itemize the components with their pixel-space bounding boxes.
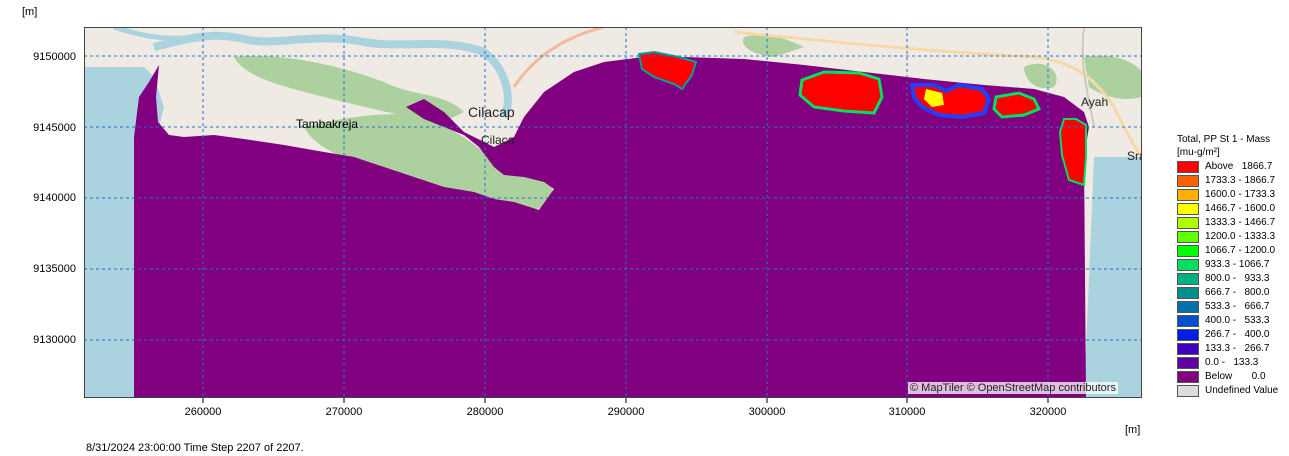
legend-swatch xyxy=(1177,385,1199,397)
legend-item: 133.3 - 266.7 xyxy=(1177,343,1289,357)
concentration-patch xyxy=(992,91,1042,119)
legend-swatch xyxy=(1177,189,1199,201)
legend-swatch xyxy=(1177,273,1199,285)
legend-label: 666.7 - 800.0 xyxy=(1205,287,1270,298)
x-tick-label: 270000 xyxy=(325,406,363,418)
x-tick-label: 300000 xyxy=(748,406,786,418)
legend-items: Above 1866.7 1733.3 - 1866.7 1600.0 - 1733… xyxy=(1177,161,1289,401)
x-tick-label: 290000 xyxy=(607,406,645,418)
legend-item: 1466.7 - 1600.0 xyxy=(1177,203,1289,217)
legend-label: 400.0 - 533.3 xyxy=(1205,315,1270,326)
legend-swatch xyxy=(1177,315,1199,327)
legend-item: 1200.0 - 1333.3 xyxy=(1177,231,1289,245)
legend-item: Below 0.0 xyxy=(1177,371,1289,385)
legend-item: 666.7 - 800.0 xyxy=(1177,287,1289,301)
x-axis-unit: [m] xyxy=(1125,424,1141,436)
legend-label: 1200.0 - 1333.3 xyxy=(1205,231,1276,242)
legend-swatch xyxy=(1177,371,1199,383)
sea-area-east xyxy=(1084,157,1142,398)
map-plot-area[interactable]: Tambakreja Cilacap Cilaca Ayah Sra © Map… xyxy=(84,27,1142,398)
legend-item: 1600.0 - 1733.3 xyxy=(1177,189,1289,203)
legend-title: Total, PP St 1 - Mass xyxy=(1177,134,1271,145)
legend-item: 400.0 - 533.3 xyxy=(1177,315,1289,329)
legend-swatch xyxy=(1177,329,1199,341)
legend-label: 1600.0 - 1733.3 xyxy=(1205,189,1276,200)
legend-swatch xyxy=(1177,217,1199,229)
legend-label: Above 1866.7 xyxy=(1205,161,1273,172)
grid-lines xyxy=(84,27,1142,398)
legend-label: 1333.3 - 1466.7 xyxy=(1205,217,1276,228)
legend: Total, PP St 1 - Mass [mu-g/m²] Above 18… xyxy=(1177,133,1289,401)
legend-label: Below 0.0 xyxy=(1205,371,1266,382)
road xyxy=(512,27,605,88)
place-label-cilacap-partial: Cilaca xyxy=(481,133,515,147)
legend-item: 800.0 - 933.3 xyxy=(1177,273,1289,287)
y-tick-label: 9135000 xyxy=(33,263,76,275)
legend-swatch xyxy=(1177,231,1199,243)
legend-label: 533.3 - 666.7 xyxy=(1205,301,1270,312)
legend-label: 266.7 - 400.0 xyxy=(1205,329,1270,340)
legend-item: 266.7 - 400.0 xyxy=(1177,329,1289,343)
legend-swatch xyxy=(1177,301,1199,313)
map-attribution: © MapTiler © OpenStreetMap contributors xyxy=(908,382,1118,394)
y-tick-label: 9150000 xyxy=(33,51,76,63)
x-tick-label: 260000 xyxy=(184,406,222,418)
x-tick-label: 320000 xyxy=(1029,406,1067,418)
legend-swatch xyxy=(1177,175,1199,187)
river xyxy=(113,27,205,41)
concentration-patch xyxy=(1058,118,1087,187)
legend-item: 1733.3 - 1866.7 xyxy=(1177,175,1289,189)
legend-item: Above 1866.7 xyxy=(1177,161,1289,175)
forest-area xyxy=(743,35,804,57)
y-tick-label: 9140000 xyxy=(33,192,76,204)
legend-label: 0.0 - 133.3 xyxy=(1205,357,1259,368)
y-tick-label: 9130000 xyxy=(33,334,76,346)
place-label-ayah: Ayah xyxy=(1081,95,1109,109)
island-forest xyxy=(304,114,553,210)
forest-area xyxy=(234,56,464,122)
road xyxy=(1081,27,1095,128)
legend-label: 1466.7 - 1600.0 xyxy=(1205,203,1276,214)
legend-item: Undefined Value xyxy=(1177,385,1289,399)
place-label-sra: Sra xyxy=(1127,149,1142,163)
x-tick-label: 280000 xyxy=(466,406,504,418)
x-axis-ticks xyxy=(202,398,1049,403)
legend-item: 933.3 - 1066.7 xyxy=(1177,259,1289,273)
legend-item: 1333.3 - 1466.7 xyxy=(1177,217,1289,231)
plot-border xyxy=(84,27,1142,398)
legend-unit: [mu-g/m²] xyxy=(1177,147,1220,158)
legend-swatch xyxy=(1177,343,1199,355)
legend-label: 1733.3 - 1866.7 xyxy=(1205,175,1276,186)
river xyxy=(153,31,512,119)
legend-swatch xyxy=(1177,287,1199,299)
legend-item: 1066.7 - 1200.0 xyxy=(1177,245,1289,259)
concentration-patch xyxy=(798,70,884,115)
legend-item: 533.3 - 666.7 xyxy=(1177,301,1289,315)
legend-label: 1066.7 - 1200.0 xyxy=(1205,245,1276,256)
legend-label: Undefined Value xyxy=(1205,385,1279,396)
concentration-patch xyxy=(637,50,698,91)
legend-swatch xyxy=(1177,357,1199,369)
legend-item: 0.0 - 133.3 xyxy=(1177,357,1289,371)
road xyxy=(733,30,1142,158)
y-tick-label: 9145000 xyxy=(33,122,76,134)
place-label-cilacap: Cilacap xyxy=(468,104,515,120)
below-zero-domain xyxy=(134,57,1089,398)
legend-swatch xyxy=(1177,203,1199,215)
y-axis-unit: [m] xyxy=(22,6,38,18)
concentration-patch-mid xyxy=(924,89,944,107)
legend-swatch xyxy=(1177,161,1199,173)
place-label-tambakreja: Tambakreja xyxy=(296,117,359,131)
legend-swatch xyxy=(1177,245,1199,257)
legend-label: 133.3 - 266.7 xyxy=(1205,343,1270,354)
status-text: 8/31/2024 23:00:00 Time Step 2207 of 220… xyxy=(86,442,304,454)
x-tick-label: 310000 xyxy=(888,406,926,418)
map-canvas xyxy=(84,27,1142,398)
legend-swatch xyxy=(1177,259,1199,271)
legend-label: 800.0 - 933.3 xyxy=(1205,273,1270,284)
legend-label: 933.3 - 1066.7 xyxy=(1205,259,1270,270)
